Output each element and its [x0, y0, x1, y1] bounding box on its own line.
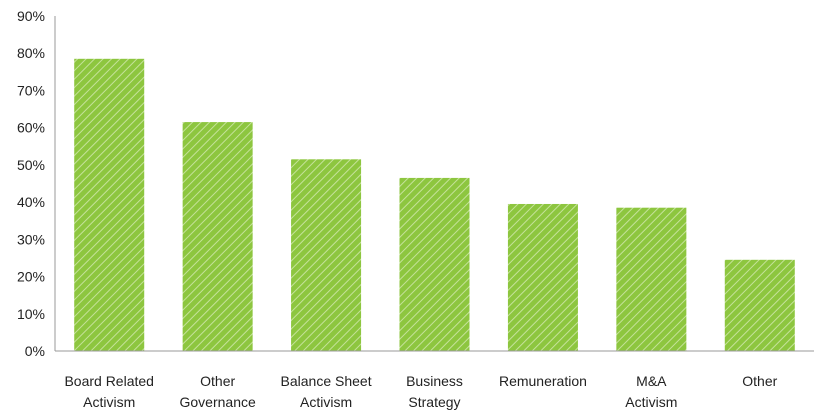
bar [507, 203, 578, 351]
y-tick-label: 10% [17, 306, 45, 322]
y-tick-label: 60% [17, 120, 45, 136]
x-category-label-line: Business [406, 373, 463, 389]
x-category-label-line: Board Related [64, 373, 154, 389]
x-category-label-line: Activism [300, 394, 352, 410]
y-tick-label: 90% [17, 8, 45, 24]
x-category-label-line: Governance [180, 394, 256, 410]
y-axis-ticks: 0% 10% 20% 30% 40% 50% 60% 70% 80% 90% [17, 8, 45, 359]
bar [74, 58, 145, 352]
x-category-label-line: Balance Sheet [281, 373, 372, 389]
x-category-label-line: Remuneration [499, 373, 587, 389]
x-category-label-line: Other [742, 373, 777, 389]
x-category-label: Board Related Activism [64, 373, 154, 410]
x-category-label: M&A Activism [625, 373, 677, 410]
x-category-label-line: Activism [83, 394, 135, 410]
y-tick-label: 40% [17, 194, 45, 210]
y-tick-label: 70% [17, 82, 45, 98]
y-tick-label: 80% [17, 45, 45, 61]
x-axis-labels: Board Related Activism Other Governance Bala… [64, 373, 777, 410]
bar [399, 177, 470, 351]
y-tick-label: 30% [17, 231, 45, 247]
y-tick-label: 0% [25, 343, 45, 359]
bars [74, 58, 795, 352]
y-tick-label: 20% [17, 269, 45, 285]
x-category-label: Business Strategy [406, 373, 463, 410]
y-tick-label: 50% [17, 157, 45, 173]
bar [724, 259, 795, 351]
x-category-label: Remuneration [499, 373, 587, 389]
bar [182, 122, 253, 351]
bar [616, 207, 687, 351]
x-category-label: Other Governance [180, 373, 256, 410]
x-category-label-line: Strategy [408, 394, 460, 410]
x-category-label-line: Other [200, 373, 235, 389]
x-category-label-line: Activism [625, 394, 677, 410]
x-category-label: Other [742, 373, 777, 389]
x-category-label-line: M&A [636, 373, 667, 389]
bar [291, 159, 362, 351]
x-category-label: Balance Sheet Activism [281, 373, 372, 410]
